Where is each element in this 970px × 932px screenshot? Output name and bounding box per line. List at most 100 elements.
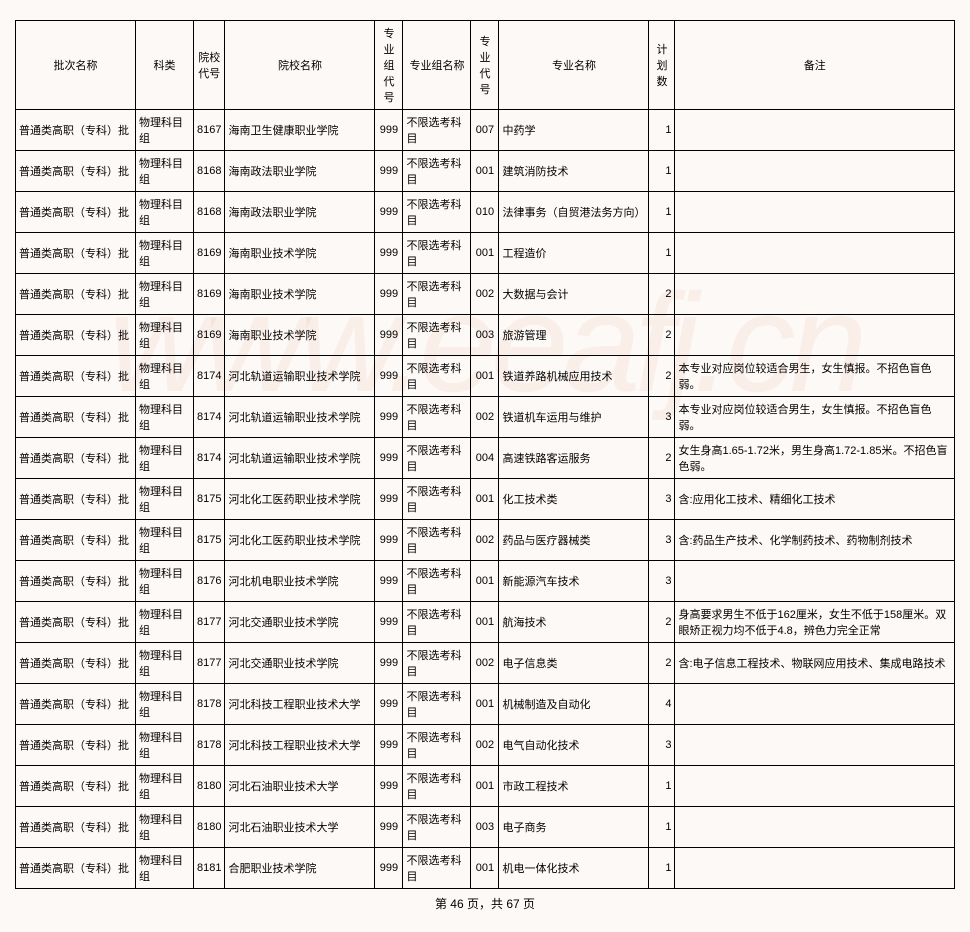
cell-subject: 物理科目组 [136,274,194,315]
cell-groupName: 不限选考科目 [403,397,471,438]
cell-subject: 物理科目组 [136,479,194,520]
cell-majorCode: 002 [471,520,499,561]
cell-groupCode: 999 [375,192,403,233]
table-row: 普通类高职（专科）批物理科目组8174河北轨道运输职业技术学院999不限选考科目… [16,438,955,479]
cell-batch: 普通类高职（专科）批 [16,274,136,315]
cell-plan: 1 [649,192,675,233]
cell-subject: 物理科目组 [136,233,194,274]
cell-groupCode: 999 [375,274,403,315]
cell-subject: 物理科目组 [136,110,194,151]
cell-majorName: 中药学 [499,110,649,151]
cell-groupName: 不限选考科目 [403,684,471,725]
cell-majorCode: 001 [471,684,499,725]
table-row: 普通类高职（专科）批物理科目组8169海南职业技术学院999不限选考科目002大… [16,274,955,315]
cell-groupCode: 999 [375,233,403,274]
cell-groupCode: 999 [375,807,403,848]
cell-schoolCode: 8174 [194,356,225,397]
cell-batch: 普通类高职（专科）批 [16,192,136,233]
cell-batch: 普通类高职（专科）批 [16,151,136,192]
cell-batch: 普通类高职（专科）批 [16,356,136,397]
cell-majorCode: 001 [471,766,499,807]
cell-groupName: 不限选考科目 [403,807,471,848]
cell-schoolCode: 8169 [194,233,225,274]
cell-plan: 1 [649,807,675,848]
cell-schoolCode: 8175 [194,520,225,561]
cell-schoolName: 海南职业技术学院 [225,233,375,274]
cell-schoolCode: 8167 [194,110,225,151]
header-group-name: 专业组名称 [403,21,471,110]
cell-majorName: 电子信息类 [499,643,649,684]
cell-remark [675,192,955,233]
pager-current: 46 [450,897,463,911]
cell-groupName: 不限选考科目 [403,110,471,151]
cell-groupName: 不限选考科目 [403,151,471,192]
cell-majorName: 工程造价 [499,233,649,274]
cell-majorCode: 001 [471,233,499,274]
cell-plan: 3 [649,725,675,766]
cell-groupName: 不限选考科目 [403,848,471,889]
table-row: 普通类高职（专科）批物理科目组8177河北交通职业技术学院999不限选考科目00… [16,602,955,643]
table-row: 普通类高职（专科）批物理科目组8174河北轨道运输职业技术学院999不限选考科目… [16,397,955,438]
cell-batch: 普通类高职（专科）批 [16,438,136,479]
cell-subject: 物理科目组 [136,438,194,479]
pager-suffix: 页 [520,897,535,911]
cell-majorName: 航海技术 [499,602,649,643]
cell-plan: 2 [649,315,675,356]
header-row: 批次名称 科类 院校代号 院校名称 专业组代号 专业组名称 专业代号 专业名称 … [16,21,955,110]
cell-schoolCode: 8169 [194,274,225,315]
cell-plan: 3 [649,397,675,438]
table-row: 普通类高职（专科）批物理科目组8169海南职业技术学院999不限选考科目001工… [16,233,955,274]
cell-schoolCode: 8176 [194,561,225,602]
cell-plan: 1 [649,233,675,274]
header-major-code: 专业代号 [471,21,499,110]
cell-schoolName: 河北轨道运输职业技术学院 [225,397,375,438]
cell-subject: 物理科目组 [136,684,194,725]
table-row: 普通类高职（专科）批物理科目组8175河北化工医药职业技术学院999不限选考科目… [16,479,955,520]
cell-plan: 2 [649,602,675,643]
cell-subject: 物理科目组 [136,315,194,356]
cell-majorName: 电子商务 [499,807,649,848]
cell-schoolName: 河北石油职业技术大学 [225,766,375,807]
cell-schoolName: 河北交通职业技术学院 [225,643,375,684]
cell-batch: 普通类高职（专科）批 [16,807,136,848]
table-row: 普通类高职（专科）批物理科目组8178河北科技工程职业技术大学999不限选考科目… [16,684,955,725]
data-table: 批次名称 科类 院校代号 院校名称 专业组代号 专业组名称 专业代号 专业名称 … [15,20,955,889]
cell-groupName: 不限选考科目 [403,192,471,233]
cell-remark: 含:电子信息工程技术、物联网应用技术、集成电路技术 [675,643,955,684]
cell-remark: 含:药品生产技术、化学制药技术、药物制剂技术 [675,520,955,561]
cell-groupCode: 999 [375,520,403,561]
cell-batch: 普通类高职（专科）批 [16,725,136,766]
cell-remark [675,684,955,725]
header-school-code: 院校代号 [194,21,225,110]
cell-schoolCode: 8168 [194,192,225,233]
cell-remark [675,315,955,356]
cell-remark: 含:应用化工技术、精细化工技术 [675,479,955,520]
cell-majorCode: 001 [471,602,499,643]
cell-batch: 普通类高职（专科）批 [16,848,136,889]
cell-groupName: 不限选考科目 [403,274,471,315]
cell-subject: 物理科目组 [136,725,194,766]
cell-majorName: 机械制造及自动化 [499,684,649,725]
cell-groupCode: 999 [375,110,403,151]
cell-schoolName: 河北轨道运输职业技术学院 [225,438,375,479]
table-row: 普通类高职（专科）批物理科目组8177河北交通职业技术学院999不限选考科目00… [16,643,955,684]
cell-schoolName: 海南政法职业学院 [225,192,375,233]
cell-batch: 普通类高职（专科）批 [16,397,136,438]
cell-schoolCode: 8174 [194,397,225,438]
table-row: 普通类高职（专科）批物理科目组8181合肥职业技术学院999不限选考科目001机… [16,848,955,889]
cell-schoolName: 河北科技工程职业技术大学 [225,684,375,725]
cell-remark [675,151,955,192]
cell-plan: 2 [649,438,675,479]
cell-plan: 3 [649,520,675,561]
cell-schoolName: 河北石油职业技术大学 [225,807,375,848]
cell-groupCode: 999 [375,766,403,807]
cell-subject: 物理科目组 [136,520,194,561]
cell-majorName: 新能源汽车技术 [499,561,649,602]
cell-majorName: 铁道养路机械应用技术 [499,356,649,397]
cell-majorName: 高速铁路客运服务 [499,438,649,479]
cell-groupName: 不限选考科目 [403,643,471,684]
cell-plan: 4 [649,684,675,725]
cell-majorCode: 004 [471,438,499,479]
cell-majorCode: 003 [471,315,499,356]
pager-prefix: 第 [435,897,450,911]
